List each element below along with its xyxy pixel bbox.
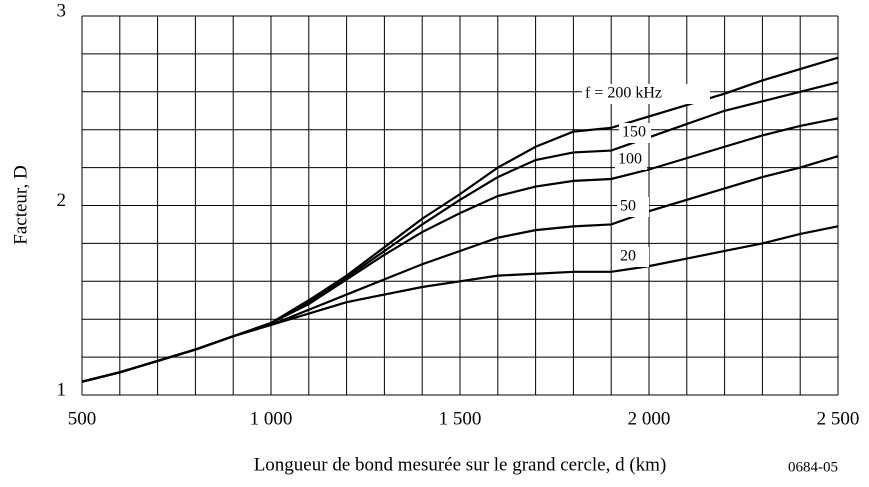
label-background [615, 150, 647, 170]
series-label: 50 [620, 198, 636, 215]
y-tick-label: 3 [57, 0, 67, 21]
y-tick-label: 1 [57, 379, 67, 400]
series-label: 20 [620, 248, 636, 265]
series-label: 150 [622, 124, 646, 141]
x-tick-label: 500 [68, 408, 97, 429]
y-tick-label: 2 [57, 190, 67, 211]
series-line [81, 225, 839, 383]
x-tick-label: 1 500 [439, 408, 482, 429]
series-label: f = 200 kHz [585, 85, 662, 102]
figure-code: 0684-05 [788, 459, 838, 475]
series-label: 100 [618, 151, 642, 168]
x-axis-label: Longueur de bond mesurée sur le grand ce… [254, 454, 667, 475]
label-background [617, 247, 649, 267]
x-tick-label: 2 000 [628, 408, 671, 429]
x-tick-label: 2 500 [817, 408, 860, 429]
y-axis-label: Facteur, D [10, 165, 31, 244]
label-background [619, 123, 651, 143]
label-background [582, 84, 710, 104]
label-background [617, 197, 649, 217]
x-tick-label: 1 000 [250, 408, 293, 429]
